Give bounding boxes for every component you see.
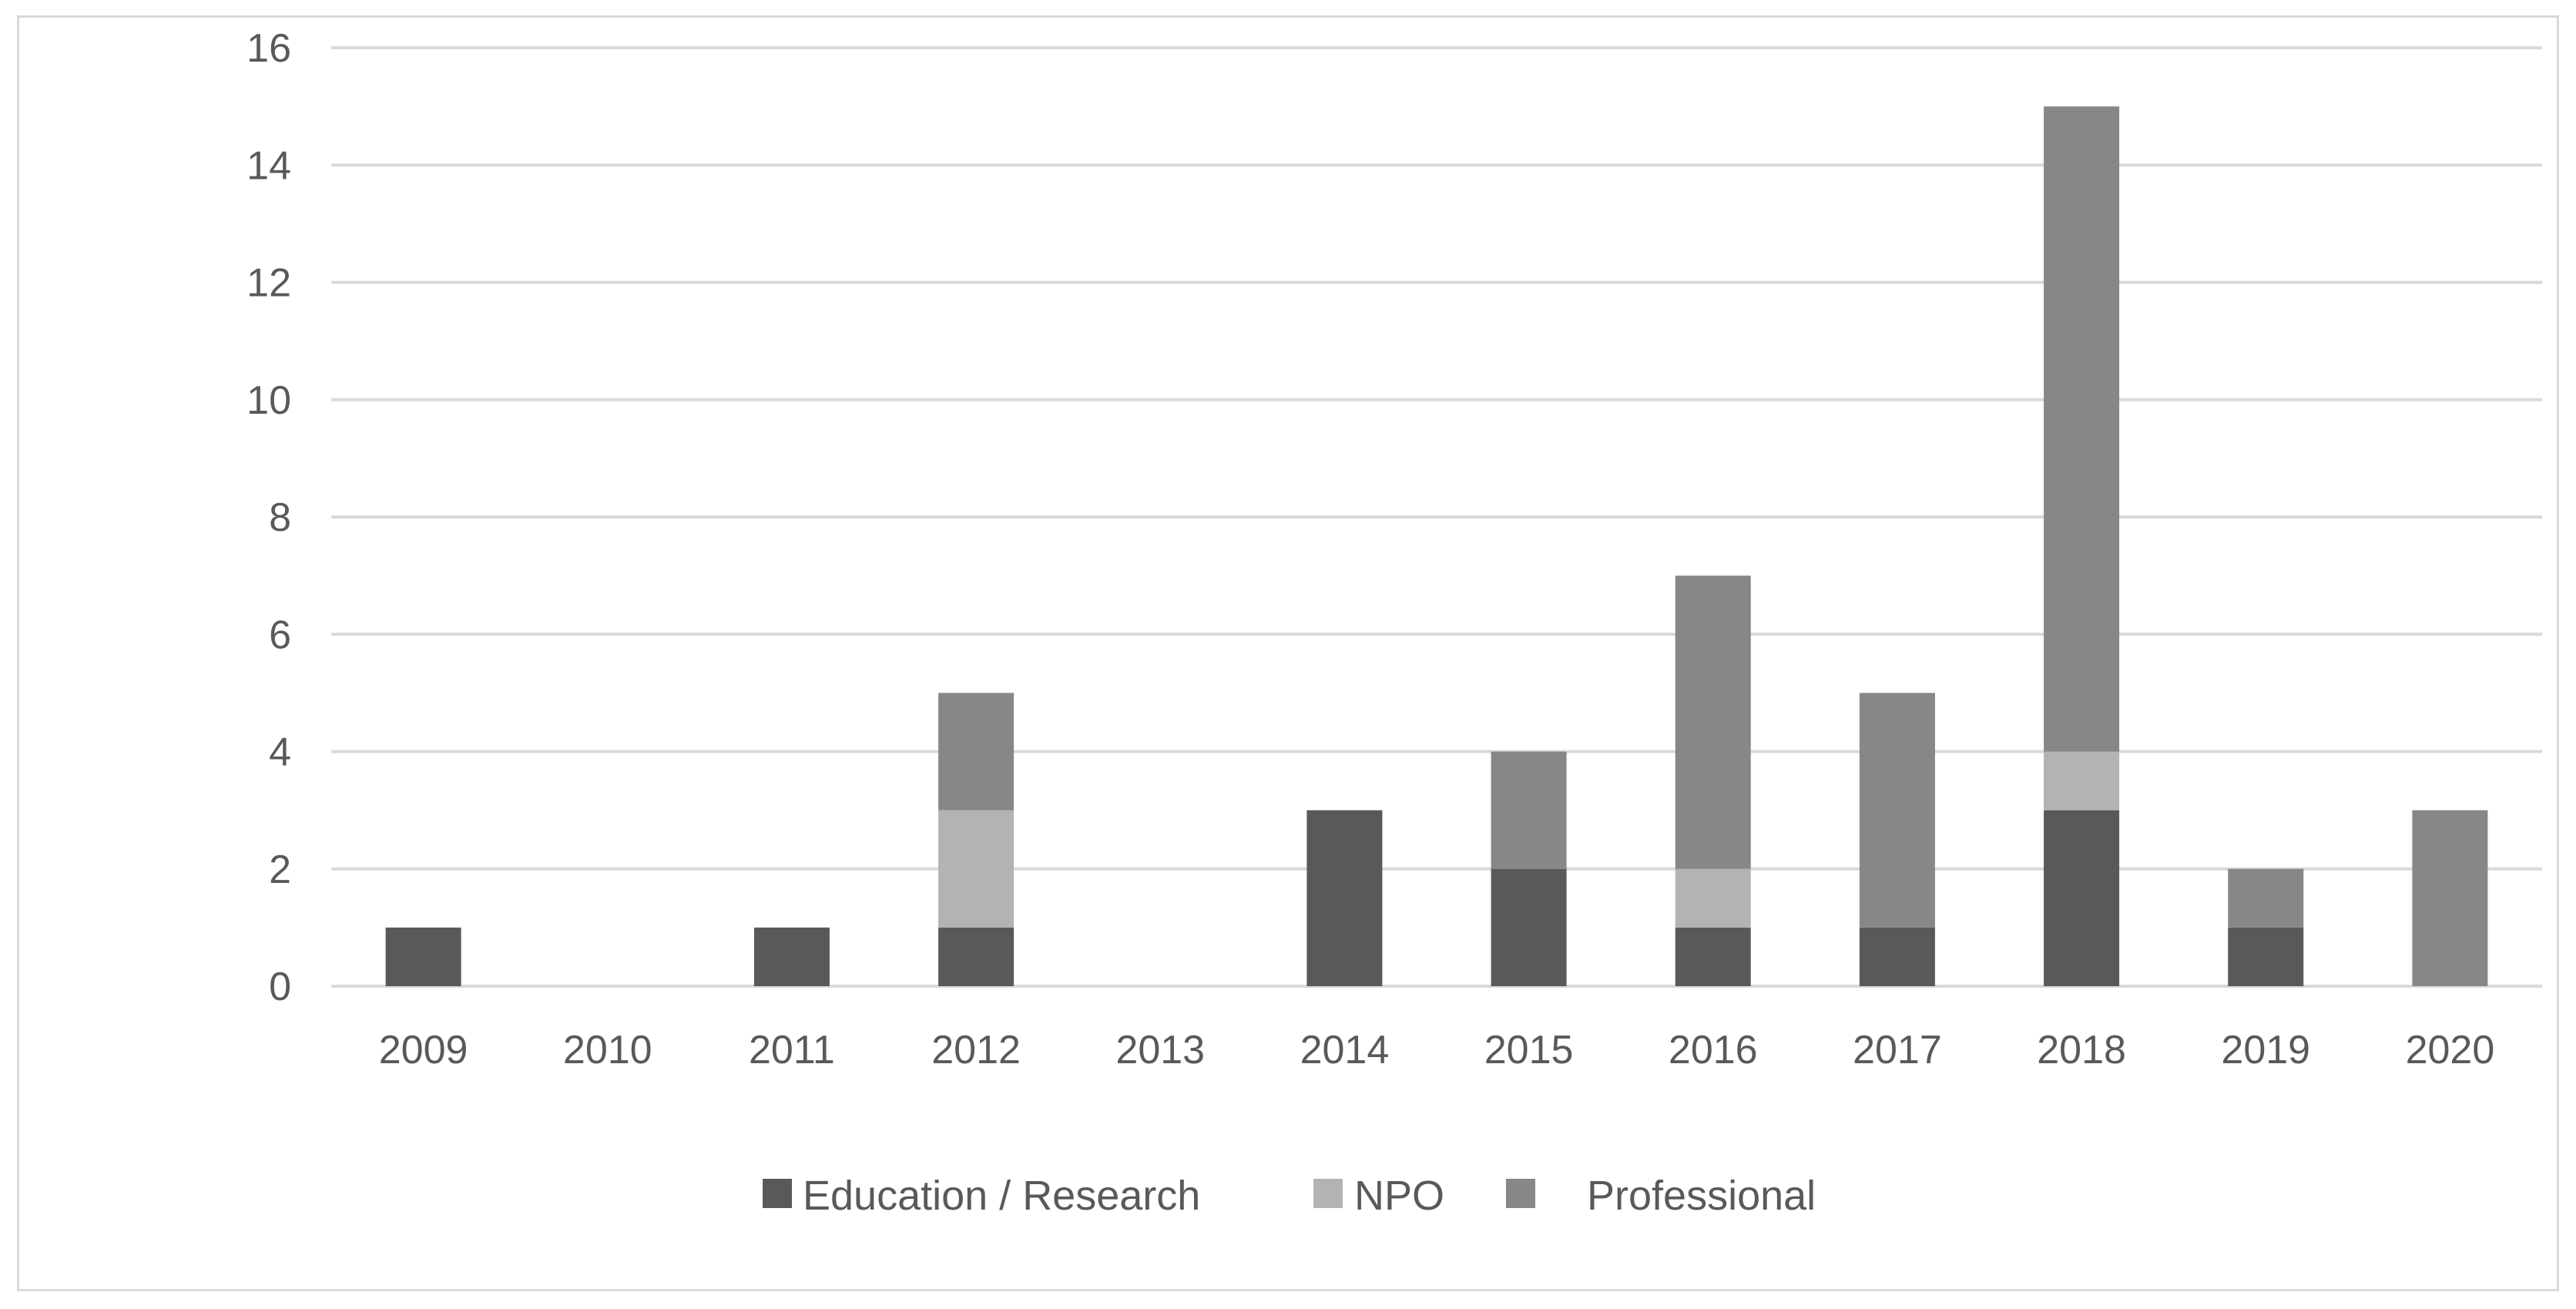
x-tick-label: 2018 xyxy=(2037,1028,2126,1072)
legend-swatch xyxy=(763,1179,792,1208)
x-tick-label: 2010 xyxy=(563,1028,652,1072)
bar-professional-2020 xyxy=(2412,810,2488,986)
legend-label: Education / Research xyxy=(803,1173,1200,1219)
gridlines xyxy=(331,46,2542,988)
y-tick-label: 12 xyxy=(247,261,291,306)
bar-professional-2016 xyxy=(1675,576,1751,869)
legend: Education / Research NPO Professional xyxy=(763,1173,1816,1219)
legend-label: Professional xyxy=(1587,1173,1816,1219)
x-tick-label: 2019 xyxy=(2221,1028,2310,1072)
x-tick-label: 2017 xyxy=(1853,1028,1942,1072)
y-tick-label: 0 xyxy=(269,965,291,1009)
x-tick-label: 2016 xyxy=(1669,1028,1758,1072)
bar-education-research-2017 xyxy=(1859,927,1935,986)
bar-professional-2018 xyxy=(2044,106,2120,752)
bar-education-research-2016 xyxy=(1675,927,1751,986)
bar-professional-2015 xyxy=(1491,751,1567,869)
x-tick-label: 2020 xyxy=(2406,1028,2495,1072)
bar-education-research-2015 xyxy=(1491,868,1567,986)
bar-npo-2012 xyxy=(938,810,1015,928)
x-tick-label: 2012 xyxy=(931,1028,1021,1072)
legend-label: NPO xyxy=(1354,1173,1444,1219)
x-tick-label: 2014 xyxy=(1300,1028,1390,1072)
x-tick-label: 2013 xyxy=(1115,1028,1205,1072)
x-tick-label: 2015 xyxy=(1484,1028,1574,1072)
bar-npo-2018 xyxy=(2044,751,2120,811)
bar-professional-2017 xyxy=(1859,693,1935,928)
y-tick-label: 8 xyxy=(269,495,291,540)
y-tick-label: 6 xyxy=(269,613,291,657)
x-axis-tick-labels: 2009 2010 2011 2012 2013 2014 2015 2016 2017 2018… xyxy=(379,1028,2495,1072)
legend-swatch xyxy=(1506,1179,1535,1208)
bar-npo-2016 xyxy=(1675,868,1751,928)
chart-frame xyxy=(17,15,2559,1291)
y-tick-label: 14 xyxy=(247,143,291,188)
bar-education-research-2014 xyxy=(1306,810,1383,986)
y-axis-tick-labels: 0 2 4 6 8 10 12 14 16 xyxy=(247,26,291,1009)
legend-swatch xyxy=(1313,1179,1343,1208)
y-tick-label: 10 xyxy=(247,378,291,423)
bar-education-research-2019 xyxy=(2228,927,2304,986)
y-tick-label: 2 xyxy=(269,847,291,892)
y-tick-label: 16 xyxy=(247,26,291,71)
bar-education-research-2018 xyxy=(2044,810,2120,986)
y-tick-label: 4 xyxy=(269,730,291,775)
bar-professional-2012 xyxy=(938,693,1015,811)
bar-professional-2019 xyxy=(2228,868,2304,928)
bar-education-research-2012 xyxy=(938,927,1015,986)
x-tick-label: 2009 xyxy=(379,1028,468,1072)
bars xyxy=(385,106,2488,986)
bar-education-research-2011 xyxy=(753,927,830,986)
bar-education-research-2009 xyxy=(385,927,461,986)
x-tick-label: 2011 xyxy=(749,1028,835,1072)
